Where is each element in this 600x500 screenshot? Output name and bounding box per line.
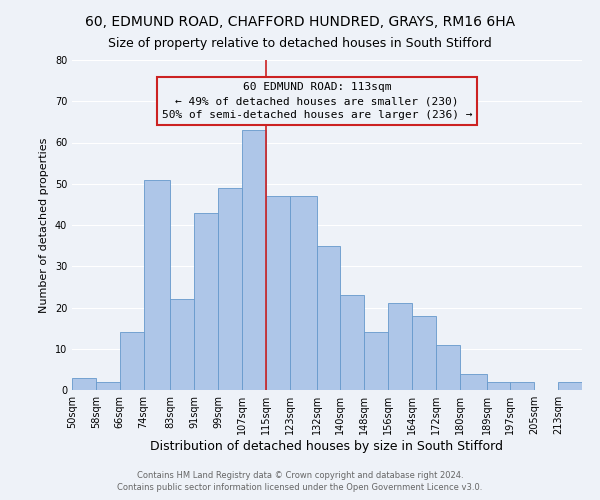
Bar — [388, 304, 412, 390]
Bar — [170, 299, 194, 390]
Text: 60, EDMUND ROAD, CHAFFORD HUNDRED, GRAYS, RM16 6HA: 60, EDMUND ROAD, CHAFFORD HUNDRED, GRAYS… — [85, 15, 515, 29]
Text: 60 EDMUND ROAD: 113sqm
← 49% of detached houses are smaller (230)
50% of semi-de: 60 EDMUND ROAD: 113sqm ← 49% of detached… — [161, 82, 472, 120]
Bar — [120, 332, 143, 390]
Bar — [317, 246, 340, 390]
Bar — [487, 382, 511, 390]
Bar — [72, 378, 96, 390]
Bar — [340, 295, 364, 390]
Bar — [436, 344, 460, 390]
Bar — [96, 382, 120, 390]
Bar — [511, 382, 534, 390]
Text: Contains HM Land Registry data © Crown copyright and database right 2024.: Contains HM Land Registry data © Crown c… — [137, 471, 463, 480]
Bar — [558, 382, 582, 390]
Bar — [218, 188, 242, 390]
Bar — [266, 196, 290, 390]
Bar — [364, 332, 388, 390]
Bar — [412, 316, 436, 390]
Bar — [143, 180, 170, 390]
Text: Contains public sector information licensed under the Open Government Licence v3: Contains public sector information licen… — [118, 484, 482, 492]
Bar — [460, 374, 487, 390]
Text: Size of property relative to detached houses in South Stifford: Size of property relative to detached ho… — [108, 38, 492, 51]
Bar — [242, 130, 266, 390]
Bar — [290, 196, 317, 390]
Bar — [194, 212, 218, 390]
X-axis label: Distribution of detached houses by size in South Stifford: Distribution of detached houses by size … — [151, 440, 503, 453]
Y-axis label: Number of detached properties: Number of detached properties — [39, 138, 49, 312]
